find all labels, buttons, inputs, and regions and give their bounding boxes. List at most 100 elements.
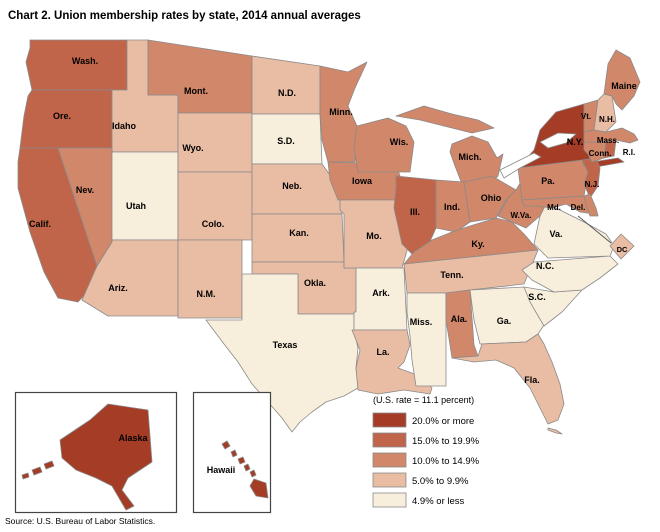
state-label-az: Ariz. xyxy=(108,283,128,293)
state-label-ma: Mass. xyxy=(597,136,619,145)
legend-label-3: 5.0% to 9.9% xyxy=(412,476,469,487)
lake-erie xyxy=(499,152,542,179)
state-label-al: Ala. xyxy=(451,314,468,324)
state-shape-nh xyxy=(593,93,617,133)
state-label-ri: R.I. xyxy=(623,148,635,157)
state-shape-dc xyxy=(609,233,635,260)
state-label-ut: Utah xyxy=(126,201,146,211)
state-shape-in xyxy=(435,179,471,233)
state-label-wa: Wash. xyxy=(72,56,98,66)
state-label-nd: N.D. xyxy=(278,88,296,98)
legend-swatch-0 xyxy=(372,412,407,428)
state-label-ia: Iowa xyxy=(352,176,373,186)
legend-note: (U.S. rate = 11.1 percent) xyxy=(373,395,474,405)
state-shape-mi xyxy=(449,135,504,185)
state-shape-co xyxy=(177,171,253,241)
state-label-nv: Nev. xyxy=(76,185,94,195)
state-label-va: Va. xyxy=(549,229,562,239)
legend-rows: 20.0% or more 15.0% to 19.9% 10.0% to 14.9… xyxy=(372,412,480,508)
state-label-pa: Pa. xyxy=(541,176,555,186)
state-label-id: Idaho xyxy=(112,121,137,131)
state-shape-hi xyxy=(230,449,238,458)
state-shape-de xyxy=(583,193,599,217)
state-shape-ak xyxy=(59,403,153,511)
state-label-or: Ore. xyxy=(53,111,71,121)
state-label-fl: Fla. xyxy=(524,375,540,385)
state-shape-hi xyxy=(249,478,269,499)
state-shape-oh xyxy=(463,175,517,223)
legend-swatch-3 xyxy=(372,472,407,488)
state-label-nh: N.H. xyxy=(599,115,615,124)
state-label-dc: DC xyxy=(617,245,628,254)
great-lakes xyxy=(499,132,577,179)
state-label-il: Ill. xyxy=(410,207,420,217)
state-label-sc: S.C. xyxy=(528,292,546,302)
state-label-ak: Alaska xyxy=(118,433,148,443)
legend-swatch-2 xyxy=(372,452,407,468)
state-shape-hi xyxy=(243,463,251,472)
state-shape-ms xyxy=(406,292,447,387)
state-label-tx: Texas xyxy=(273,340,298,350)
state-shape-nc xyxy=(521,255,619,293)
page-title: Chart 2. Union membership rates by state… xyxy=(8,10,361,22)
state-label-ky: Ky. xyxy=(471,239,484,249)
state-label-in: Ind. xyxy=(444,202,460,212)
state-label-hi: Hawaii xyxy=(207,465,236,475)
state-shape-fl xyxy=(547,427,563,435)
state-label-ms: Miss. xyxy=(410,317,433,327)
state-label-ct: Conn. xyxy=(589,149,612,158)
state-shape-va xyxy=(533,203,615,259)
state-label-ny: N.Y. xyxy=(567,137,584,147)
state-shape-fl xyxy=(451,333,565,425)
state-shape-la xyxy=(351,329,433,395)
legend-label-1: 15.0% to 19.9% xyxy=(412,436,480,447)
state-label-oh: Ohio xyxy=(481,193,502,203)
state-labels-layer: Wash. Ore. Calif. Idaho Nev. Utah Ariz. Mont. Wy… xyxy=(29,56,637,475)
state-shape-wi xyxy=(353,117,415,173)
state-shape-ar xyxy=(353,267,408,331)
state-label-nm: N.M. xyxy=(197,289,216,299)
state-label-wi: Wis. xyxy=(390,137,408,147)
state-label-ga: Ga. xyxy=(497,316,512,326)
state-shape-nd xyxy=(251,55,321,115)
state-label-wv: W.Va. xyxy=(511,211,532,220)
source-note: Source: U.S. Bureau of Labor Statistics. xyxy=(5,516,155,526)
legend-swatch-4 xyxy=(372,492,407,508)
inset-states-layer xyxy=(21,233,635,511)
state-label-vt: Vt. xyxy=(581,112,591,121)
legend-swatch-1 xyxy=(372,432,407,448)
state-label-md: Md. xyxy=(547,203,561,212)
state-shape-ak xyxy=(43,460,55,470)
state-label-tn: Tenn. xyxy=(440,270,463,280)
state-label-mi: Mich. xyxy=(458,152,481,162)
state-label-mn: Minn. xyxy=(329,107,353,117)
state-shape-ak xyxy=(31,466,43,476)
state-shape-ky xyxy=(403,217,539,265)
legend-label-4: 4.9% or less xyxy=(412,496,465,507)
state-label-me: Maine xyxy=(611,81,637,91)
state-shape-ut xyxy=(111,151,179,241)
state-label-mt: Mont. xyxy=(184,86,208,96)
state-label-co: Colo. xyxy=(202,219,225,229)
state-label-ne: Neb. xyxy=(282,181,302,191)
state-shape-mi xyxy=(395,105,495,134)
state-label-nc: N.C. xyxy=(536,261,554,271)
state-shape-hi xyxy=(249,469,257,478)
dc-callout-line xyxy=(577,215,612,244)
state-label-ks: Kan. xyxy=(289,228,309,238)
states-layer xyxy=(17,39,641,435)
state-label-ar: Ark. xyxy=(372,288,390,298)
state-shape-hi xyxy=(221,440,231,450)
state-label-wy: Wyo. xyxy=(182,143,203,153)
legend-label-2: 10.0% to 14.9% xyxy=(412,456,480,467)
lake-ontario xyxy=(539,132,577,149)
state-shape-me xyxy=(603,49,641,111)
state-label-la: La. xyxy=(376,347,389,357)
state-label-nj: N.J. xyxy=(585,180,600,189)
state-label-de: Del. xyxy=(571,203,586,212)
legend-label-0: 20.0% or more xyxy=(412,416,474,427)
state-shape-ak xyxy=(21,472,30,480)
state-label-mo: Mo. xyxy=(366,231,382,241)
state-shape-nm xyxy=(177,239,243,319)
